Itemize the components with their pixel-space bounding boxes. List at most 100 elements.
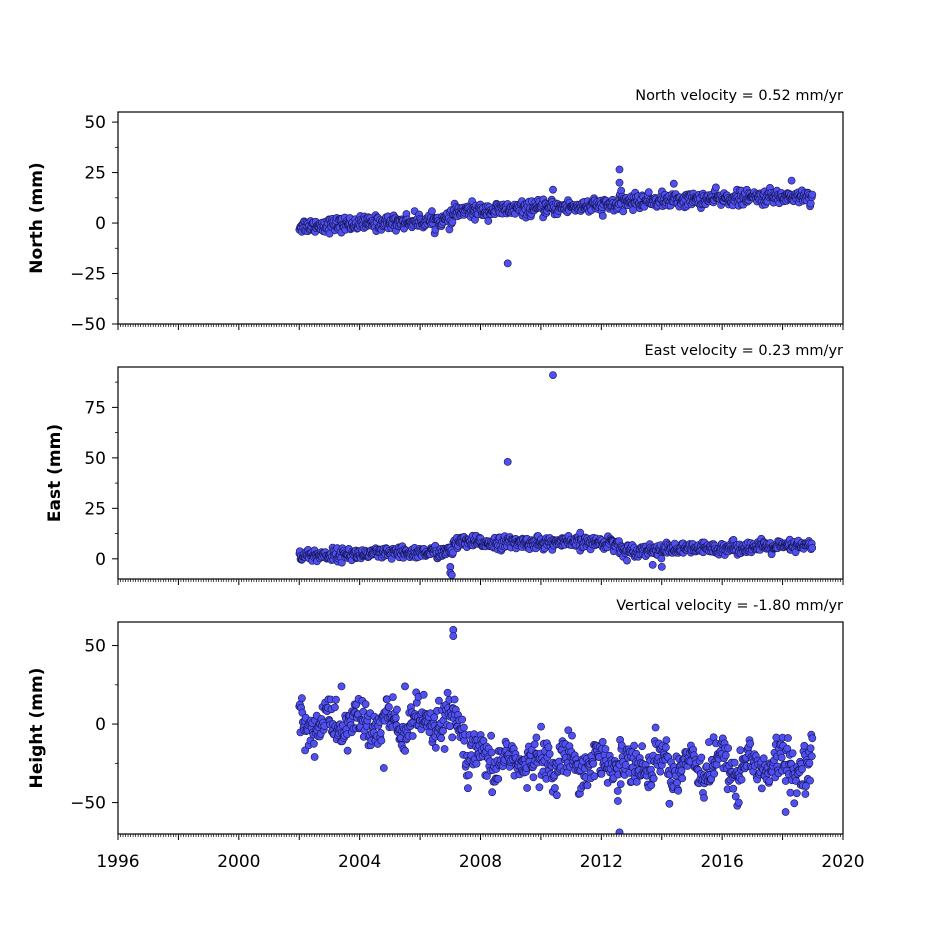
data-point xyxy=(439,727,447,735)
data-point xyxy=(615,178,624,187)
data-point xyxy=(401,747,409,755)
y-tick-label: 0 xyxy=(95,550,106,570)
data-point xyxy=(332,695,340,704)
data-point xyxy=(487,731,495,740)
y-tick-label: 50 xyxy=(84,637,106,657)
data-point xyxy=(388,693,397,701)
y-tick-label: −50 xyxy=(70,315,106,335)
data-point xyxy=(649,774,658,783)
panel-2: −50 0 50 1996 2000 2004 2008 2012 2016 2020 Vertic… xyxy=(27,598,865,872)
data-point xyxy=(808,734,817,743)
data-point xyxy=(630,741,638,750)
data-point xyxy=(459,723,468,732)
data-point xyxy=(657,563,666,571)
axes-frame xyxy=(117,621,844,835)
data-point xyxy=(617,741,626,750)
panel-title: Vertical velocity = -1.80 mm/yr xyxy=(616,598,843,614)
data-point xyxy=(806,776,814,785)
data-point xyxy=(644,188,653,197)
data-point xyxy=(808,190,817,199)
data-point xyxy=(535,783,544,792)
data-point xyxy=(487,748,496,757)
y-tick-label: 25 xyxy=(84,164,106,184)
data-point xyxy=(551,784,559,792)
y-tick-label: −50 xyxy=(70,794,106,814)
panel-title: North velocity = 0.52 mm/yr xyxy=(635,88,843,104)
data-point xyxy=(401,682,409,691)
data-point xyxy=(638,742,646,751)
data-point xyxy=(777,753,786,762)
data-point xyxy=(537,722,545,731)
data-point xyxy=(781,808,790,816)
data-point xyxy=(384,703,393,711)
data-point xyxy=(786,788,795,797)
data-point xyxy=(598,211,607,220)
data-point xyxy=(427,207,436,216)
data-point xyxy=(545,750,554,758)
data-point xyxy=(488,788,497,797)
data-point xyxy=(721,751,730,760)
data-point xyxy=(408,732,417,740)
data-point xyxy=(787,176,796,185)
data-point xyxy=(632,778,641,786)
data-point xyxy=(391,714,400,722)
data-point xyxy=(484,217,493,225)
data-point xyxy=(623,556,631,565)
panel-title: East velocity = 0.23 mm/yr xyxy=(644,343,843,359)
data-point xyxy=(530,740,539,749)
data-point xyxy=(330,703,339,712)
data-point xyxy=(297,694,306,703)
data-point xyxy=(736,746,745,755)
y-tick-label: 0 xyxy=(95,214,106,234)
data-point xyxy=(757,784,766,793)
data-point xyxy=(449,632,458,640)
data-point xyxy=(529,773,538,782)
data-point xyxy=(792,789,801,798)
data-point xyxy=(662,736,671,744)
x-tick-label: 2008 xyxy=(459,852,502,872)
data-point xyxy=(808,544,817,552)
data-point xyxy=(309,739,318,748)
y-tick-label: 0 xyxy=(95,715,106,735)
y-axis-label: Height (mm) xyxy=(27,668,47,789)
data-point xyxy=(759,754,768,763)
data-point xyxy=(552,791,561,800)
data-point xyxy=(450,695,459,704)
data-point xyxy=(724,744,732,753)
data-point xyxy=(437,734,446,743)
panel-1: 0 25 50 75 East velocity = 0.23 mm/yr East (m… xyxy=(45,343,844,585)
y-tick-label: −25 xyxy=(70,265,106,285)
data-point xyxy=(598,738,607,746)
data-point xyxy=(710,769,719,778)
data-point xyxy=(458,715,467,724)
data-point xyxy=(700,794,708,802)
data-point xyxy=(697,753,706,762)
data-point xyxy=(806,744,815,753)
data-point xyxy=(651,723,660,732)
data-point xyxy=(576,528,585,537)
data-point xyxy=(376,729,385,737)
data-point xyxy=(549,371,557,379)
data-point xyxy=(434,696,443,705)
data-point xyxy=(734,798,743,807)
data-point xyxy=(419,690,428,699)
data-point xyxy=(523,784,531,792)
data-point xyxy=(678,774,687,783)
data-point xyxy=(463,784,472,793)
panel-0: −50 −25 0 25 50 North velocity = 0.52 mm/yr No… xyxy=(27,88,844,335)
data-point xyxy=(532,733,541,742)
data-point xyxy=(669,179,678,188)
data-point xyxy=(448,733,457,742)
data-point xyxy=(544,743,553,752)
y-tick-label: 25 xyxy=(84,499,106,519)
data-point xyxy=(377,736,386,745)
data-point xyxy=(430,713,439,722)
data-point xyxy=(621,761,630,769)
data-point xyxy=(662,743,670,752)
data-point xyxy=(647,781,656,790)
x-tick-label: 2004 xyxy=(338,852,381,872)
data-points-0 xyxy=(295,165,817,268)
data-point xyxy=(431,743,440,752)
data-point xyxy=(549,185,557,194)
data-point xyxy=(806,199,815,208)
